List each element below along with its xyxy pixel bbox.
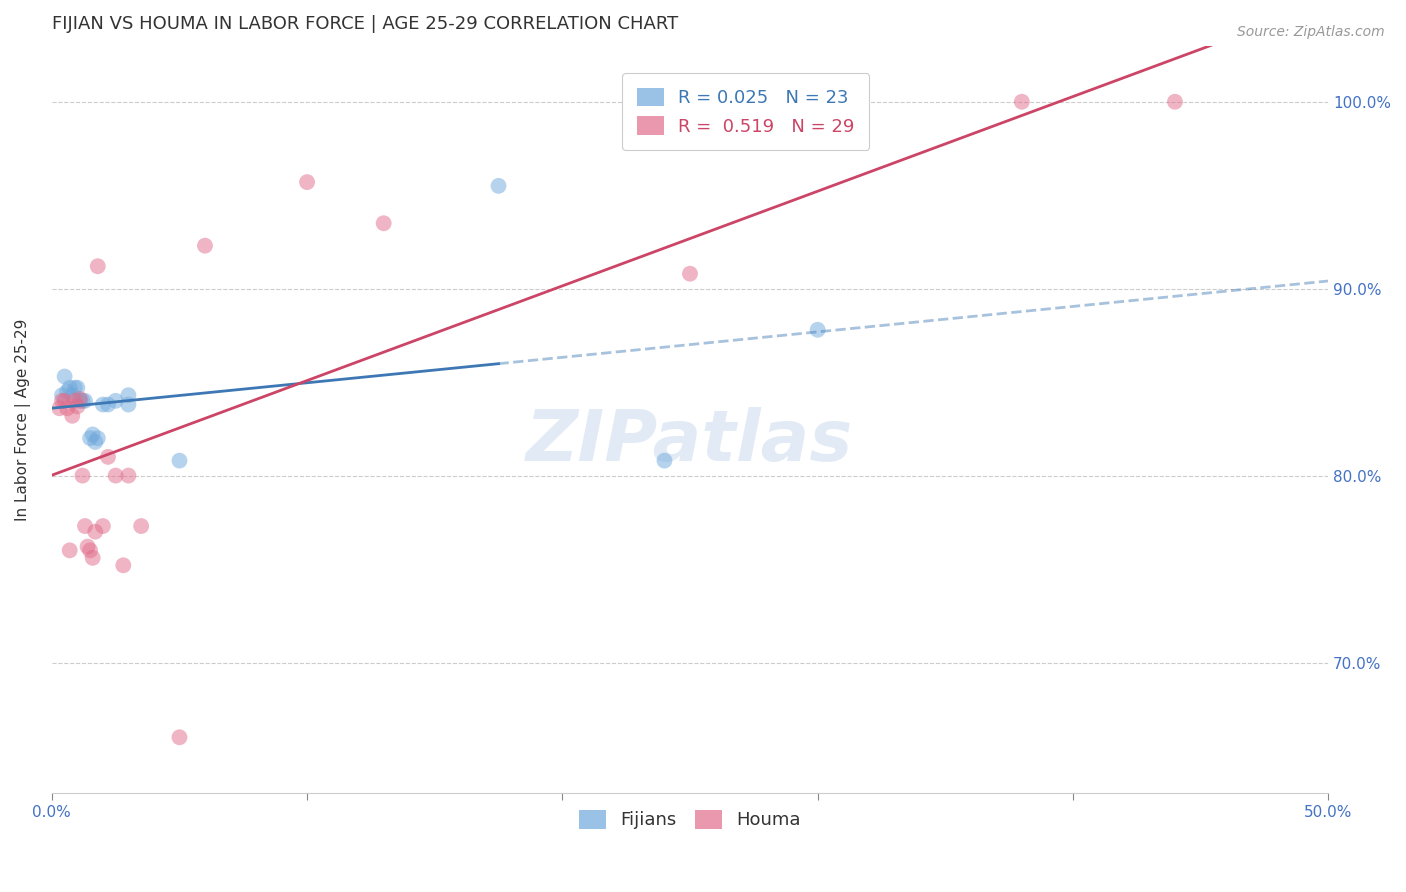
Point [373, 216, 395, 230]
Y-axis label: In Labor Force | Age 25-29: In Labor Force | Age 25-29 [15, 318, 31, 521]
Legend: Fijians, Houma: Fijians, Houma [572, 803, 808, 837]
Point [97, 398, 120, 412]
Point [104, 468, 127, 483]
Point [73, 519, 96, 533]
Point [48, 401, 70, 416]
Point [295, 175, 318, 189]
Point [79, 543, 101, 558]
Point [84, 434, 107, 449]
Point [63, 393, 86, 408]
Point [87, 431, 110, 445]
Point [51, 388, 73, 402]
Point [59, 543, 82, 558]
Point [82, 427, 104, 442]
Point [56, 384, 79, 399]
Point [76, 540, 98, 554]
Point [87, 259, 110, 273]
Point [129, 519, 152, 533]
Point [59, 381, 82, 395]
Point [60, 388, 83, 402]
Point [63, 381, 86, 395]
Point [60, 409, 83, 423]
Point [72, 393, 94, 408]
Point [79, 431, 101, 445]
Text: FIJIAN VS HOUMA IN LABOR FORCE | AGE 25-29 CORRELATION CHART: FIJIAN VS HOUMA IN LABOR FORCE | AGE 25-… [52, 15, 678, 33]
Point [117, 398, 139, 412]
Point [51, 393, 73, 408]
Point [73, 393, 96, 408]
Point [488, 178, 510, 193]
Point [117, 468, 139, 483]
Point [56, 401, 79, 416]
Point [97, 450, 120, 464]
Text: Source: ZipAtlas.com: Source: ZipAtlas.com [1237, 25, 1385, 39]
Point [69, 392, 91, 406]
Point [72, 468, 94, 483]
Point [69, 393, 91, 408]
Point [66, 400, 89, 414]
Point [194, 238, 217, 252]
Point [91, 398, 114, 412]
Point [1011, 95, 1033, 109]
Point [117, 388, 139, 402]
Point [679, 267, 702, 281]
Point [169, 453, 191, 467]
Text: ZIPatlas: ZIPatlas [526, 408, 853, 476]
Point [1164, 95, 1187, 109]
Point [82, 550, 104, 565]
Point [104, 393, 127, 408]
Point [169, 731, 191, 745]
Point [112, 558, 135, 573]
Point [53, 369, 76, 384]
Point [654, 453, 676, 467]
Point [84, 524, 107, 539]
Point [91, 519, 114, 533]
Point [53, 393, 76, 408]
Point [66, 381, 89, 395]
Point [807, 323, 830, 337]
